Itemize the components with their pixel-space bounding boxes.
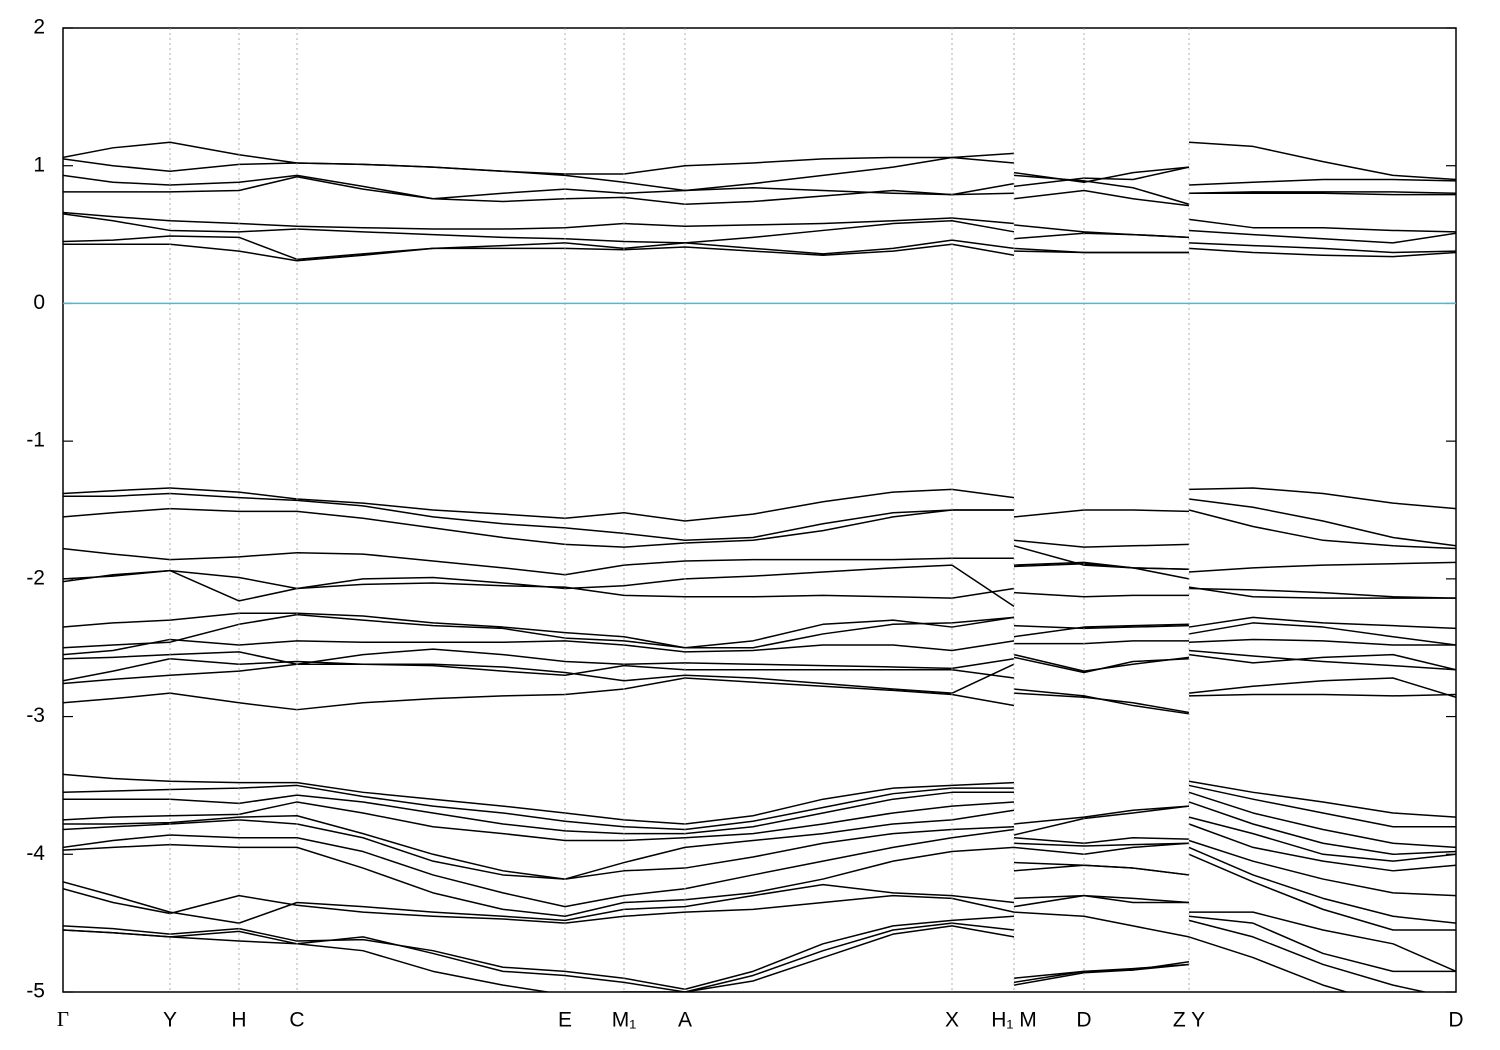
band-line xyxy=(63,828,1456,908)
band-line xyxy=(63,638,1456,656)
x-tick-label: Z Y xyxy=(1173,1009,1205,1032)
band-line xyxy=(63,487,1456,522)
x-tick-label: A xyxy=(678,1009,692,1032)
x-tick-label: Γ xyxy=(57,1007,69,1031)
band-line xyxy=(63,612,1456,649)
band-line xyxy=(63,547,1456,576)
band-line xyxy=(63,613,1456,649)
x-tick-label: X xyxy=(945,1009,959,1032)
band-line xyxy=(63,887,1456,973)
band-line xyxy=(63,791,1456,849)
band-line xyxy=(63,175,1456,207)
y-tick-label: 2 xyxy=(33,16,45,39)
y-tick-label: -3 xyxy=(26,704,45,727)
y-tick-label: 0 xyxy=(33,291,45,314)
band-line xyxy=(63,919,1429,992)
band-line xyxy=(63,677,1456,715)
band-line xyxy=(63,243,1456,262)
band-line xyxy=(63,843,1456,924)
band-line xyxy=(63,492,1456,548)
band-line xyxy=(63,784,1456,836)
band-line xyxy=(63,663,1456,714)
y-tick-label: 1 xyxy=(33,153,45,176)
x-tick-label: H xyxy=(231,1009,246,1032)
x-tick-label: C xyxy=(289,1009,304,1032)
y-tick-label: -1 xyxy=(26,429,45,452)
band-line xyxy=(63,801,1456,856)
band-line xyxy=(63,653,1456,682)
band-line xyxy=(63,166,1456,200)
bands xyxy=(63,141,1456,992)
x-tick-label: Y xyxy=(163,1009,177,1032)
y-tick-label: -4 xyxy=(26,842,45,865)
x-tick-label: M₁ xyxy=(612,1009,637,1032)
x-tick-label: D xyxy=(1076,1009,1091,1032)
band-line xyxy=(63,213,1456,244)
y-tick-label: -5 xyxy=(26,980,45,1003)
band-line xyxy=(63,773,1456,825)
band-line xyxy=(63,853,1456,931)
band-line xyxy=(63,819,1456,880)
x-tick-label: H₁ M xyxy=(991,1009,1037,1032)
band-line xyxy=(63,809,1456,880)
band-line xyxy=(63,156,1456,205)
band-line xyxy=(63,648,1456,674)
x-tick-label: E xyxy=(558,1009,572,1032)
band-line xyxy=(63,925,1349,992)
x-tick-label: D xyxy=(1448,1009,1463,1032)
band-line xyxy=(63,141,1456,183)
plot-frame xyxy=(62,27,1457,993)
y-tick-label: -2 xyxy=(26,566,45,589)
band-line xyxy=(63,564,1456,608)
